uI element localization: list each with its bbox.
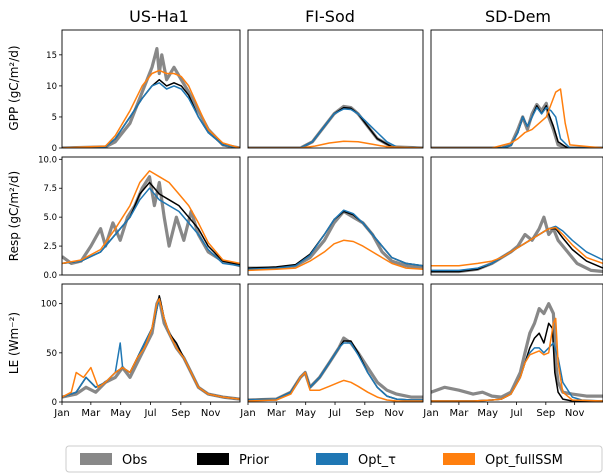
series-opt-tau [248,209,423,270]
y-tick-label: 100 [41,300,57,310]
panel-gpp-sd-dem [430,29,603,149]
y-tick-label: 50 [46,349,57,359]
y-tick-label: 2.5 [43,242,57,252]
y-tick-label: 10.0 [38,155,57,165]
panel-frame [61,156,241,276]
series-opt-tau [62,82,240,148]
series-opt-fullssm [248,239,423,272]
series-prior [248,340,423,401]
series-obs [431,101,603,148]
panel-le-us-ha1: 0 50 100 [41,283,241,408]
series-obs [248,336,423,402]
y-tick-label: 0 [52,398,57,408]
panel-frame [247,156,424,276]
series-opt-fullssm [248,140,423,148]
panel-gpp-us-ha1: 0 5 10 15 [46,29,241,154]
x-tick-label-nov: Nov [201,408,221,419]
panel-resp-sd-dem [430,156,603,276]
panel-frame [430,283,603,403]
row-label-resp: Resp (gC/m²/d) [7,171,21,261]
series-opt-fullssm [62,298,240,400]
panel-le-sd-dem [430,283,603,403]
panel-frame [430,156,603,276]
x-tick-label-jan: Jan [239,408,255,419]
series-opt-fullssm [431,88,603,148]
x-tick-label-mar: Mar [449,408,469,419]
series-opt-fullssm [431,317,603,402]
series-obs [62,175,240,268]
column-title-us-ha1: US-Ha1 [129,7,189,26]
x-tick-label-may: May [477,408,498,419]
legend-label-opt-tau: Opt_τ [358,453,396,468]
panel-frame [247,29,424,149]
series-opt-tau [62,298,240,400]
y-tick-label: 5.0 [43,213,57,223]
row-label-le: LE (Wm⁻²) [7,312,21,374]
x-tick-label-nov: Nov [565,408,585,419]
x-tick-label-nov: Nov [384,408,404,419]
panel-frame [430,29,603,149]
column-title-sd-dem: SD-Dem [485,7,551,26]
legend-swatch-opt-fullssm [443,453,475,465]
x-tick-label-sep: Sep [355,408,374,419]
x-tick-label-jan: Jan [422,408,438,419]
y-tick-label: 10 [46,82,57,92]
x-axis-labels: Jan Mar May Jul Sep Nov Jan Mar May Jul Sep Nov Jan M… [53,402,584,419]
y-tick-label: 5 [52,113,57,123]
y-tick-label: 0 [52,144,57,154]
panel-frame [247,283,424,403]
y-tick-label: 7.5 [43,184,57,194]
panel-frame [61,29,241,149]
x-tick-label-jul: Jul [328,408,341,419]
legend-swatch-opt-tau [316,453,348,465]
x-tick-label-jan: Jan [53,408,69,419]
x-tick-label-may: May [295,408,316,419]
legend-swatch-prior [197,453,229,465]
x-tick-label-mar: Mar [267,408,287,419]
y-tick-label: 0.0 [43,271,57,281]
legend-label-obs: Obs [122,453,147,468]
x-tick-label-mar: Mar [81,408,101,419]
series-obs [62,46,240,148]
series-prior [431,105,603,148]
series-opt-fullssm [248,371,423,402]
x-tick-label-sep: Sep [171,408,190,419]
legend-label-prior: Prior [239,453,270,468]
panel-resp-us-ha1: 0.0 2.5 5.0 7.5 10.0 [38,155,241,281]
column-title-fi-sod: FI-Sod [305,7,355,26]
legend-swatch-obs [80,453,112,465]
row-label-gpp: GPP (gC/m²/d) [7,45,21,130]
series-opt-tau [248,108,423,148]
series-opt-fullssm [431,226,603,267]
x-tick-label-may: May [110,408,131,419]
series-opt-tau [62,187,240,267]
series-prior [62,295,240,400]
series-opt-fullssm [62,69,240,148]
series-opt-fullssm [62,170,240,265]
x-tick-label-jul: Jul [509,408,522,419]
panel-frame [61,283,241,403]
series-obs [431,302,603,399]
series-obs [62,297,240,401]
series-opt-tau [431,342,603,402]
panel-le-fi-sod [247,283,424,403]
x-tick-label-sep: Sep [536,408,555,419]
x-tick-label-jul: Jul [143,408,156,419]
y-tick-label: 15 [46,51,57,61]
panel-resp-fi-sod [247,156,424,276]
panel-gpp-fi-sod [247,29,424,149]
legend: Obs Prior Opt_τ Opt_fullSSM [65,445,603,473]
legend-label-opt-fullssm: Opt_fullSSM [485,453,563,468]
